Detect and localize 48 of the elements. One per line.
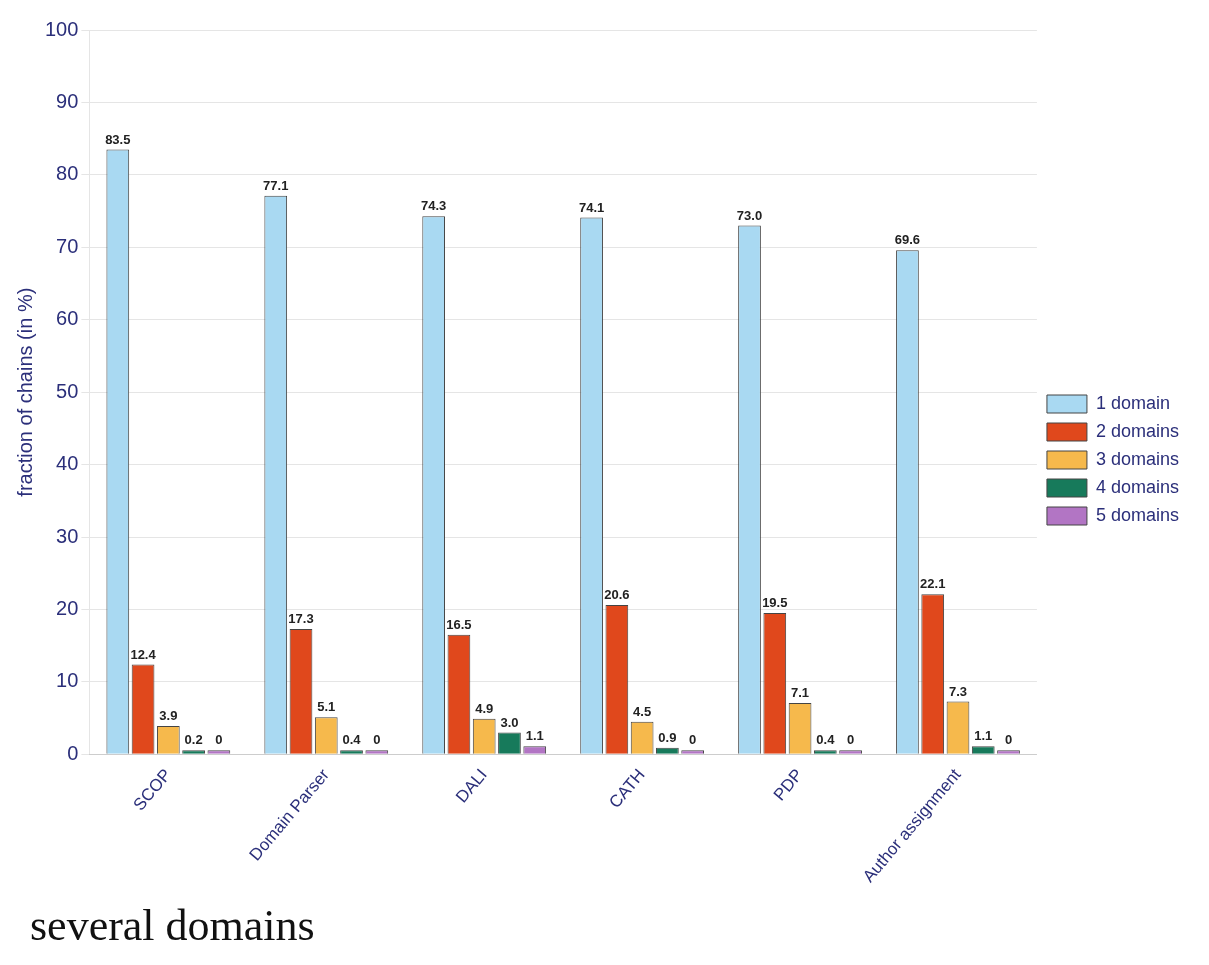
data-label: 0.4 (342, 732, 362, 748)
y-axis-title: fraction of chains (in %) (13, 287, 36, 497)
y-tick-label: 40 (56, 452, 79, 475)
legend-label: 5 domains (1095, 504, 1180, 525)
data-label: 0 (689, 732, 697, 748)
legend-label: 2 domains (1095, 420, 1180, 441)
data-label: 69.6 (894, 232, 921, 248)
legend-label: 3 domains (1095, 448, 1180, 469)
y-tick-label: 90 (56, 89, 79, 112)
legend-label: 4 domains (1095, 476, 1180, 497)
data-label: 1.1 (525, 728, 544, 744)
data-label: 17.3 (288, 611, 314, 627)
data-label: 22.1 (920, 576, 946, 592)
legend-label: 1 domain (1095, 392, 1171, 413)
data-label: 74.3 (421, 198, 447, 214)
data-label: 20.6 (604, 587, 630, 603)
data-label: 19.5 (762, 595, 788, 611)
y-tick-label: 60 (56, 307, 79, 330)
data-label: 0.4 (816, 732, 836, 748)
data-label: 12.4 (130, 646, 157, 662)
data-label: 3.0 (500, 714, 519, 730)
data-label: 0 (1004, 732, 1013, 748)
y-tick-label: 80 (56, 162, 79, 185)
data-label: 0 (846, 732, 855, 748)
data-label: 7.3 (948, 683, 968, 699)
y-tick-label: 50 (56, 379, 79, 402)
data-label: 1.1 (974, 728, 993, 744)
data-label: 0.2 (184, 732, 203, 748)
data-label: 74.1 (578, 199, 605, 215)
data-label: 77.1 (263, 177, 289, 193)
y-tick-label: 10 (56, 669, 79, 692)
data-label: 0 (373, 732, 381, 748)
data-label: 3.9 (159, 708, 178, 724)
data-label: 83.5 (105, 131, 131, 147)
text: several domains (30, 900, 315, 951)
data-label: 7.1 (791, 684, 810, 700)
data-label: 73.0 (736, 207, 763, 223)
y-tick-label: 70 (56, 234, 79, 257)
y-tick-label: 20 (56, 596, 79, 619)
y-tick-label: 100 (44, 17, 79, 40)
data-label: 4.9 (475, 700, 494, 716)
y-tick-label: 30 (56, 524, 79, 547)
data-label: 4.5 (633, 703, 652, 719)
data-label: 0 (215, 732, 223, 748)
y-tick-label: 0 (67, 741, 79, 764)
data-label: 16.5 (446, 616, 472, 632)
data-label: 0.9 (658, 729, 677, 745)
data-label: 5.1 (317, 699, 336, 715)
